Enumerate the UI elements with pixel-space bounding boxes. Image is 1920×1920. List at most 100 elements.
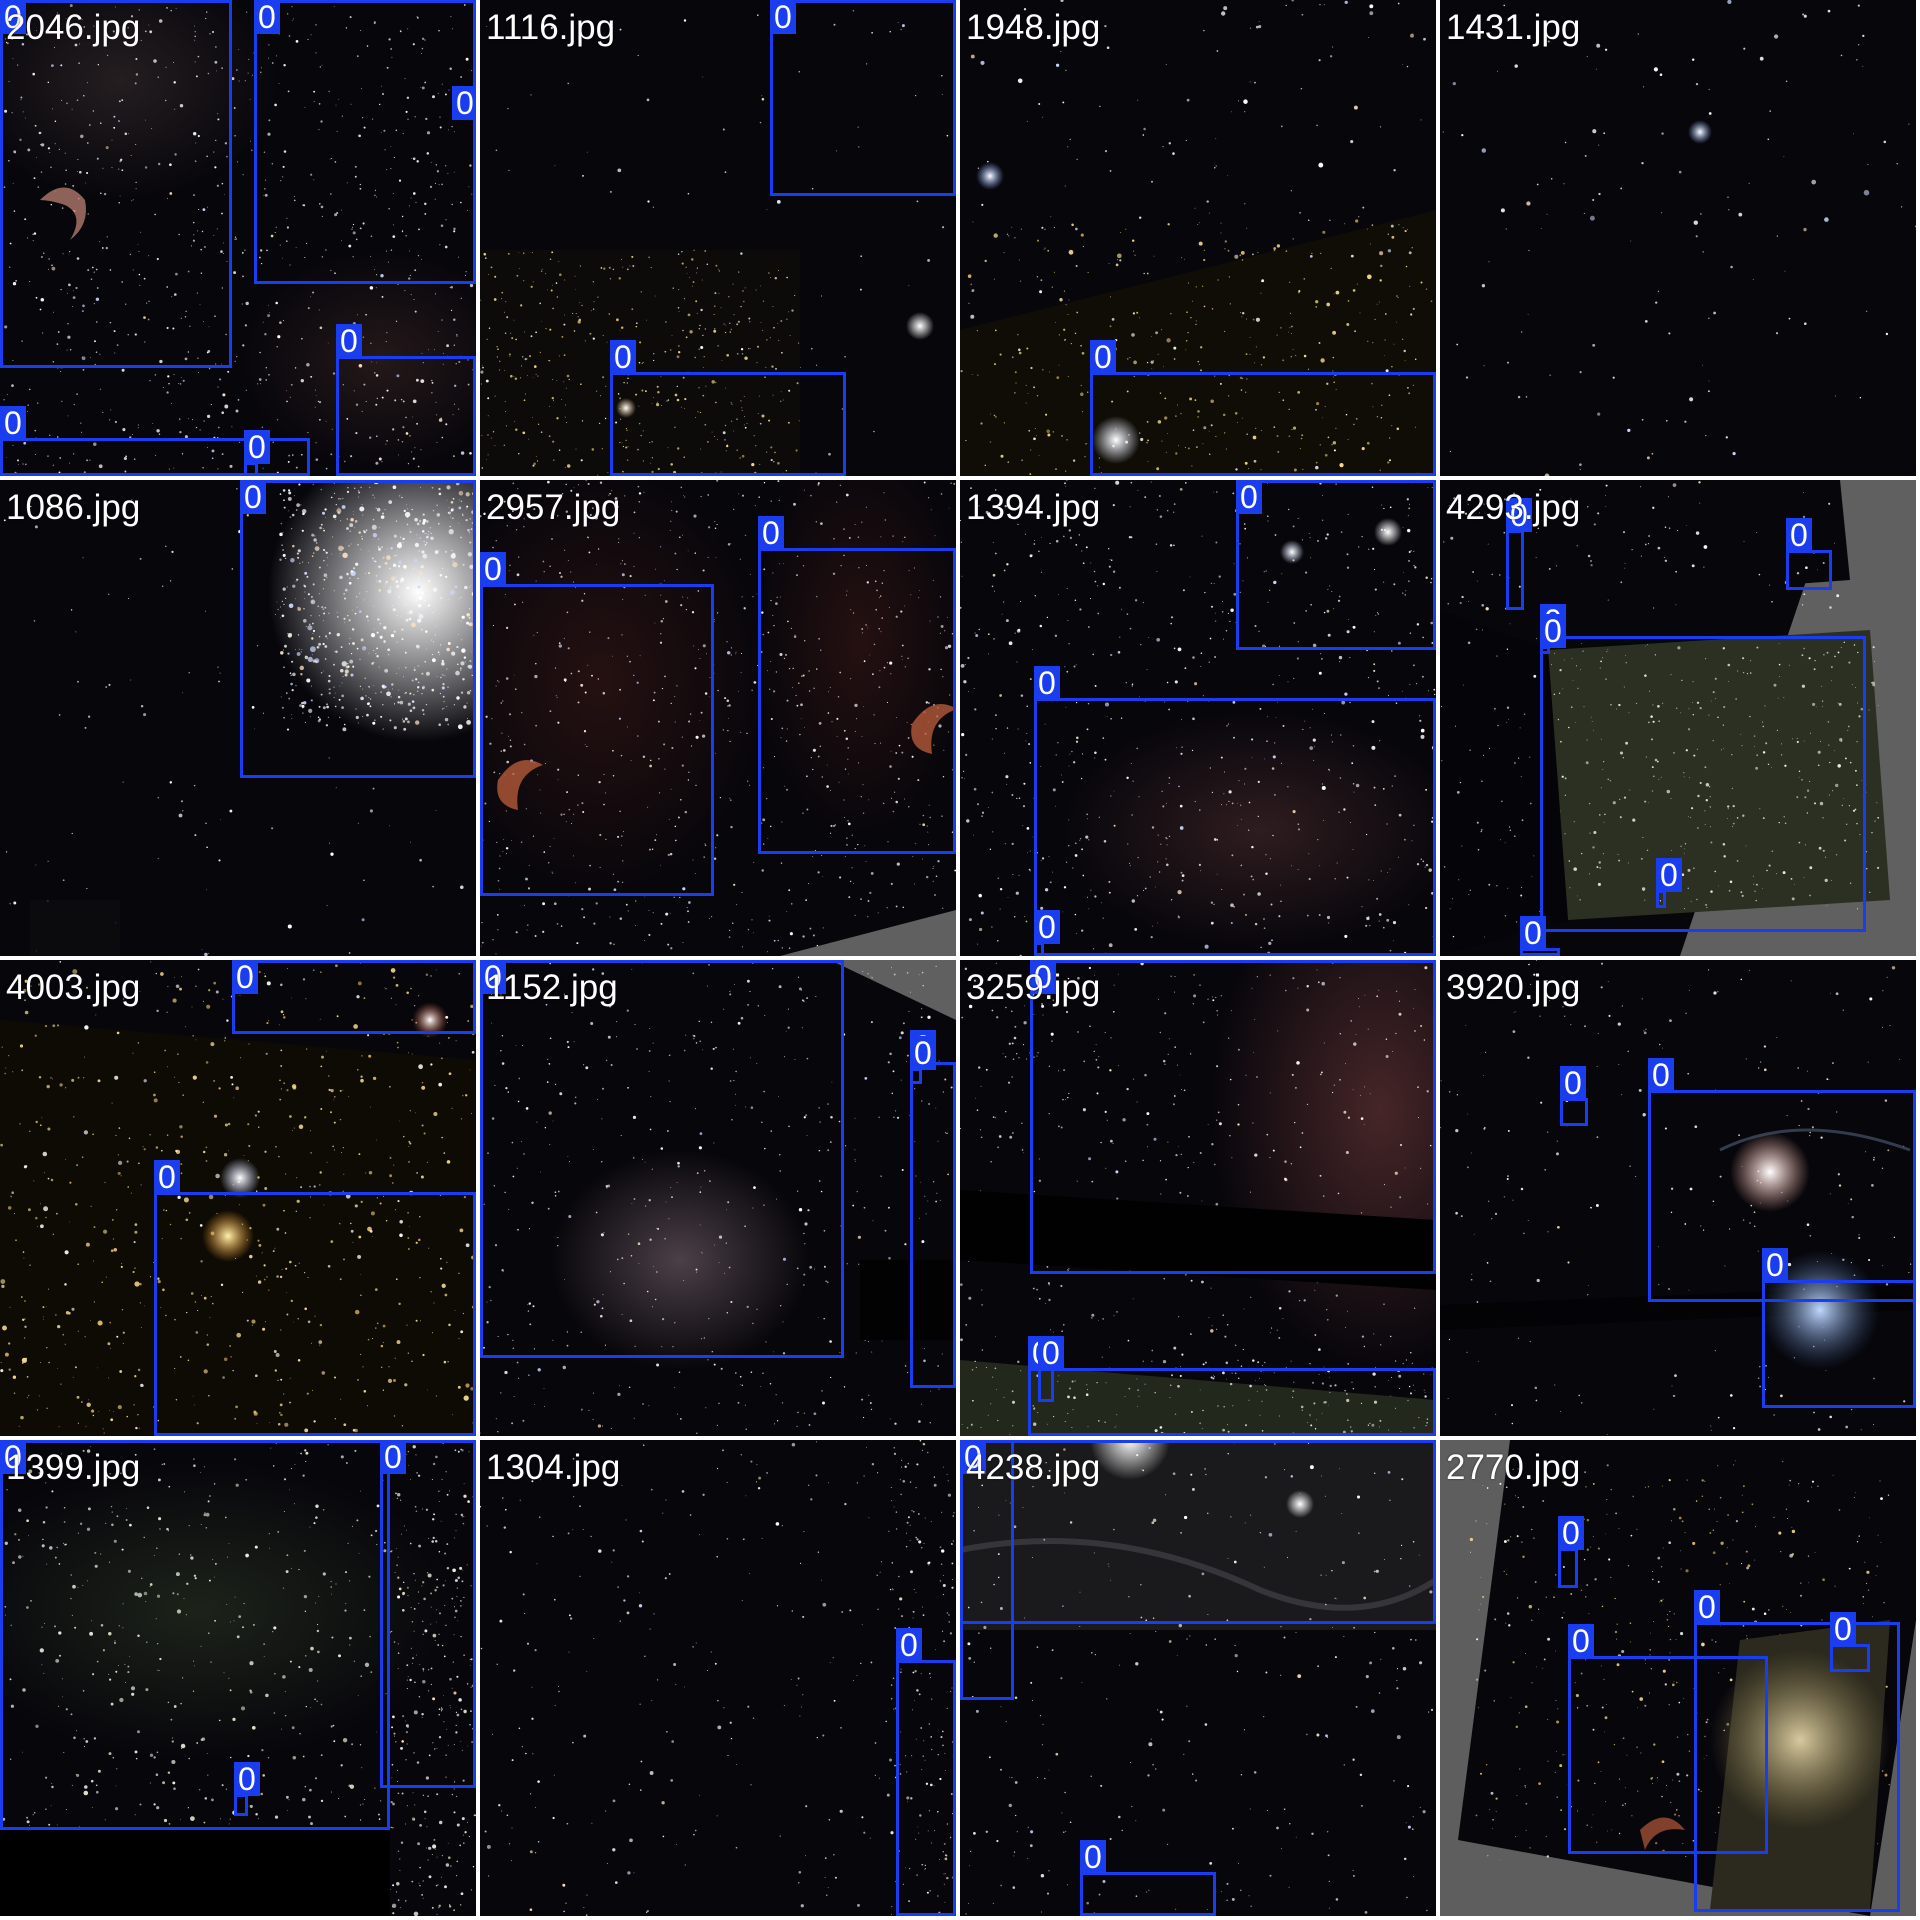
detection-box [380,1440,476,1788]
detection-class-label: 0 [480,552,506,586]
detection-box [758,548,956,854]
star-field [960,480,1436,956]
tile-filename: 1086.jpg [6,488,141,527]
detection-class-label: 0 [1236,480,1262,514]
detection-box [1034,698,1436,956]
mosaic-tile: 4003.jpg 0 0 [0,960,476,1436]
detection-class-label: 0 [1030,960,1056,994]
detection-box [1236,480,1436,650]
detection-class-label: 0 [480,960,506,994]
astro-photo [0,480,476,956]
detection-box [896,1660,956,1916]
detection-class-label: 0 [1080,1840,1106,1874]
tile-filename: 1399.jpg [6,1448,141,1487]
detection-class-label: 0 [1034,910,1060,944]
mosaic-tile: 3920.jpg 0 0 0 [1440,960,1916,1436]
detection-box [1080,1872,1216,1916]
detection-class-label: 0 [1568,1624,1594,1658]
detection-box [1830,1644,1870,1672]
detection-class-label: 0 [1506,498,1532,532]
detection-box [1090,372,1436,476]
detection-class-label: 0 [1830,1612,1856,1646]
astro-photo [960,960,1436,1436]
mosaic-tile: 2046.jpg 0 0 0 0 0 0 [0,0,476,476]
tile-filename: 4238.jpg [966,1448,1101,1487]
detection-box [232,960,476,1034]
mosaic-tile: 1304.jpg 0 [480,1440,956,1916]
detection-box [480,960,844,1358]
tile-filename: 1394.jpg [966,488,1101,527]
detection-box [0,438,310,476]
star-field [279,480,476,732]
detection-class-label: 0 [254,0,280,34]
detection-class-label: 0 [1558,1516,1584,1550]
star-field [970,0,1426,261]
astro-photo [480,1440,956,1916]
detection-class-label: 0 [240,480,266,514]
detection-class-label: 0 [1656,858,1682,892]
astro-photo [1440,480,1916,956]
detection-class-label: 0 [1648,1058,1674,1092]
star-field [1442,0,1916,476]
mosaic-tile: 2770.jpg 0 0 0 0 [1440,1440,1916,1916]
detection-class-label: 0 [960,1440,986,1474]
astro-photo [960,480,1436,956]
detection-class-label: 0 [1034,666,1060,700]
detection-class-label: 0 [452,86,476,120]
tile-filename: 2957.jpg [486,488,621,527]
tile-filename: 2046.jpg [6,8,141,47]
astro-photo [960,0,1436,476]
detection-class-label: 0 [336,324,362,358]
detection-box [336,356,476,476]
mosaic-tile: 1394.jpg 0 0 0 [960,480,1436,956]
mosaic-tile: 1431.jpg [1440,0,1916,476]
detection-box [1786,550,1832,590]
star-field [960,219,1436,476]
tile-filename: 1431.jpg [1446,8,1581,47]
detection-box [0,1440,390,1830]
detection-box [610,372,846,476]
star-field [1441,623,1541,938]
detection-box [1038,1368,1054,1402]
star-field [480,1441,956,1916]
tile-filename: 1116.jpg [486,8,616,47]
detection-class-label: 0 [610,340,636,374]
detection-class-label: 0 [1560,1066,1586,1100]
mosaic-tile: 1116.jpg 0 0 [480,0,956,476]
detection-box [1694,1622,1900,1912]
detection-box [234,1794,248,1816]
mosaic-tile: 1948.jpg 0 [960,0,1436,476]
tile-filename: 3920.jpg [1446,968,1581,1007]
star-field [390,1443,476,1915]
detection-box [1028,1368,1436,1436]
detection-class-label: 0 [380,1440,406,1474]
astro-photo [0,1440,476,1916]
detection-box [1762,1280,1916,1408]
tile-filename: 3259.jpg [966,968,1101,1007]
detection-class-label: 0 [1090,340,1116,374]
detection-box [240,480,476,778]
astro-photo [0,960,476,1436]
detection-class-label: 0 [770,0,796,34]
detection-box [1560,1098,1588,1126]
detection-class-label: 0 [244,430,270,464]
detection-box [1506,530,1524,610]
detection-box [1540,636,1866,932]
detection-box [1558,1548,1578,1588]
astro-photo [480,0,956,476]
astro-photo [0,0,476,476]
detection-box [960,1440,1014,1700]
mosaic-tile: 2957.jpg 0 0 [480,480,956,956]
detection-class-label: 0 [154,1160,180,1194]
detection-class-label: 0 [1762,1248,1788,1282]
detection-box [1030,960,1436,1274]
star-field [480,480,956,956]
astro-photo [1440,960,1916,1436]
detection-class-label: 0 [1540,614,1566,648]
mosaic-tile: 1086.jpg 0 [0,480,476,956]
detection-class-label: 0 [1038,1336,1064,1370]
